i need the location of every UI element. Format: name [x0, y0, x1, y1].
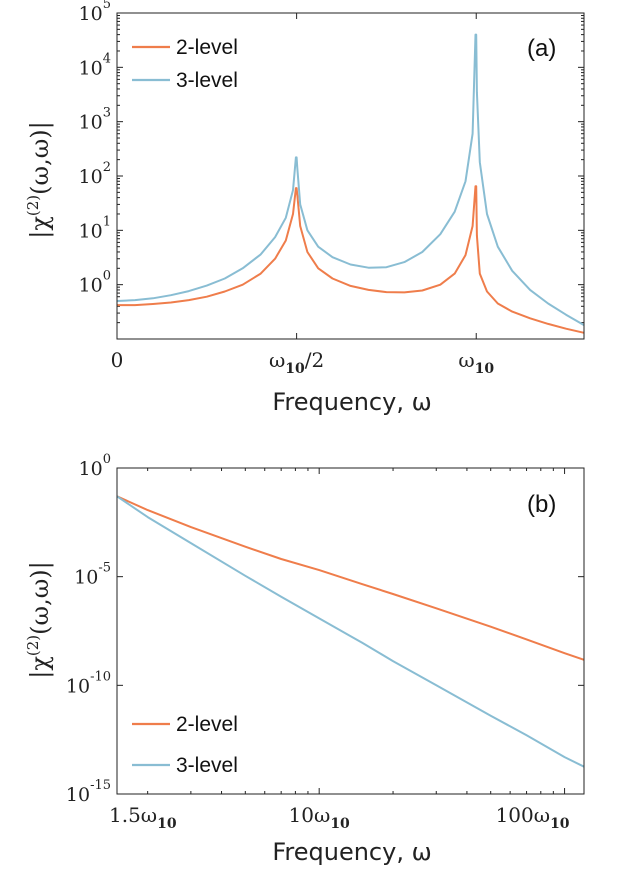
y-tick-label: 103 — [79, 106, 111, 134]
panel-b-plot-frame — [116, 467, 585, 795]
y-tick-label: 10-5 — [74, 561, 111, 589]
panel-b-legend: 2-level 3-level — [132, 713, 238, 777]
series-line-2-level — [117, 185, 585, 334]
svg-text:|χ(2)(ω,ω)|: |χ(2)(ω,ω)| — [24, 121, 55, 238]
panel-a-label: (a) — [527, 35, 556, 62]
y-tick-label: 100 — [79, 452, 111, 480]
series-line-2-level — [116, 495, 585, 661]
y-tick-label: 10-10 — [66, 669, 111, 697]
legend-label-3-level: 3-level — [176, 754, 238, 777]
x-tick-label: 100ω10 — [496, 803, 570, 832]
x-tick-label: ω10 — [458, 348, 494, 377]
x-tick-label: 0 — [111, 348, 124, 372]
y-tick-label: 101 — [79, 214, 111, 242]
svg-text:|χ(2)(ω,ω)|: |χ(2)(ω,ω)| — [24, 561, 55, 678]
legend-label-2-level: 2-level — [176, 713, 238, 736]
y-tick-label: 105 — [79, 0, 111, 25]
y-tick-label: 10-15 — [66, 778, 111, 806]
y-tick-label: 104 — [79, 51, 111, 79]
panel-b-x-axis-label: Frequency, ω — [272, 838, 431, 866]
panel-a-y-axis-label: |χ(2)(ω,ω)| — [24, 121, 55, 238]
x-tick-label: 1.5ω10 — [109, 803, 177, 832]
panel-a-legend: 2-level 3-level — [132, 36, 238, 92]
panel-a-plot-frame — [116, 12, 585, 340]
panel-a-x-axis-label: Frequency, ω — [272, 388, 431, 416]
y-tick-label: 100 — [79, 269, 111, 297]
legend-label-2-level: 2-level — [176, 36, 238, 59]
panel-a-chart: |χ(2)(ω,ω)| 100 101 102 103 104 105 0 ω10/2 ω10… — [24, 0, 585, 416]
series-line-3-level — [116, 495, 585, 768]
panel-b-label: (b) — [527, 491, 556, 518]
panel-b-y-axis-label: |χ(2)(ω,ω)| — [24, 561, 55, 678]
x-tick-label: 10ω10 — [289, 803, 351, 832]
series-line-3-level — [116, 33, 585, 326]
panel-b-chart: |χ(2)(ω,ω)| 100 10-5 10-10 10-15 1.5ω10 10ω1… — [24, 452, 585, 866]
y-tick-label: 102 — [79, 160, 111, 188]
legend-label-3-level: 3-level — [176, 69, 238, 92]
x-tick-label: ω10/2 — [269, 348, 324, 377]
